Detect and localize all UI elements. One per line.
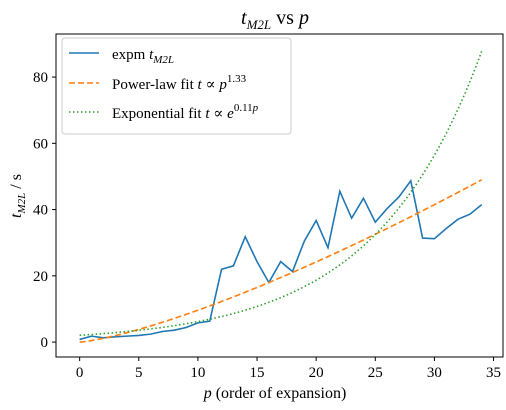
- x-tick-label: 10: [190, 365, 205, 381]
- x-tick-label: 30: [427, 365, 442, 381]
- y-tick-label: 40: [33, 203, 48, 219]
- x-tick-label: 20: [309, 365, 324, 381]
- legend: expm tM2L Power-law fit t ∝ p1.33 Expone…: [61, 37, 292, 135]
- y-axis-label: tM2L / s: [8, 174, 28, 218]
- legend-label-expm: expm tM2L: [112, 47, 174, 66]
- legend-label-exponential: Exponential fit t ∝ e0.11p: [112, 102, 259, 122]
- series-exponential-fit: [79, 51, 483, 337]
- series-expm-line: [79, 178, 483, 341]
- series-layer: [79, 51, 483, 343]
- y-axis-ticks: 0 20 40 60 80: [33, 70, 56, 351]
- plot-frame: [55, 33, 504, 358]
- y-tick-label: 20: [33, 269, 48, 285]
- y-tick-label: 60: [33, 136, 48, 152]
- legend-box: [61, 37, 292, 135]
- legend-label-powerlaw: Power-law fit t ∝ p1.33: [112, 73, 247, 93]
- series-powerlaw-fit: [79, 179, 483, 343]
- chart-title: tM2L vs p: [241, 7, 309, 32]
- x-tick-label: 25: [368, 365, 383, 381]
- x-tick-label: 35: [486, 365, 501, 381]
- x-axis-ticks: 0 5 10 15 20 25 30 35: [76, 357, 501, 381]
- x-tick-label: 0: [76, 365, 84, 381]
- y-tick-label: 80: [33, 70, 48, 86]
- x-tick-label: 15: [250, 365, 265, 381]
- y-tick-label: 0: [41, 335, 49, 351]
- x-axis-label: p (order of expansion): [203, 385, 347, 402]
- x-tick-label: 5: [135, 365, 143, 381]
